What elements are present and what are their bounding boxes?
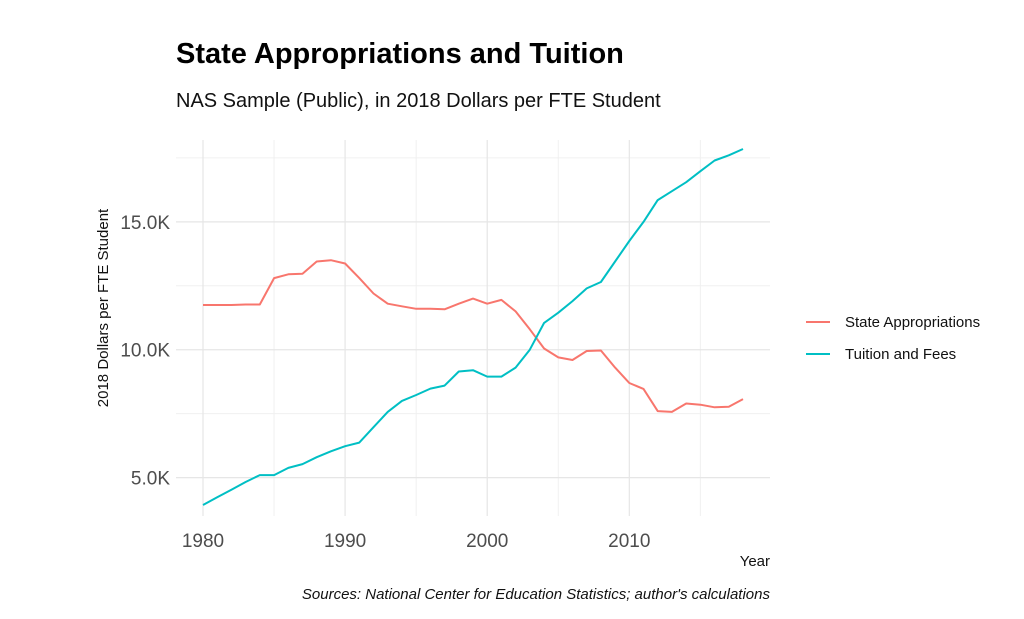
x-tick-label: 1990: [324, 531, 366, 552]
series-line-state-appropriations: [203, 259, 744, 413]
y-tick-label: 5.0K: [131, 469, 170, 490]
chart-subtitle: NAS Sample (Public), in 2018 Dollars per…: [176, 90, 661, 112]
x-tick-label: 1980: [182, 531, 224, 552]
x-axis-label: Year: [740, 553, 770, 570]
chart-caption: Sources: National Center for Education S…: [301, 586, 770, 603]
x-tick-label: 2010: [608, 531, 650, 552]
y-axis-label: 2018 Dollars per FTE Student: [95, 208, 112, 407]
x-tick-label: 2000: [466, 531, 508, 552]
y-tick-label: 15.0K: [120, 213, 170, 234]
legend-label: State Appropriations: [845, 314, 980, 331]
y-tick-label: 10.0K: [120, 341, 170, 362]
series-line-tuition-and-fees: [202, 148, 744, 506]
legend-label: Tuition and Fees: [845, 346, 956, 363]
chart-title: State Appropriations and Tuition: [176, 38, 624, 70]
